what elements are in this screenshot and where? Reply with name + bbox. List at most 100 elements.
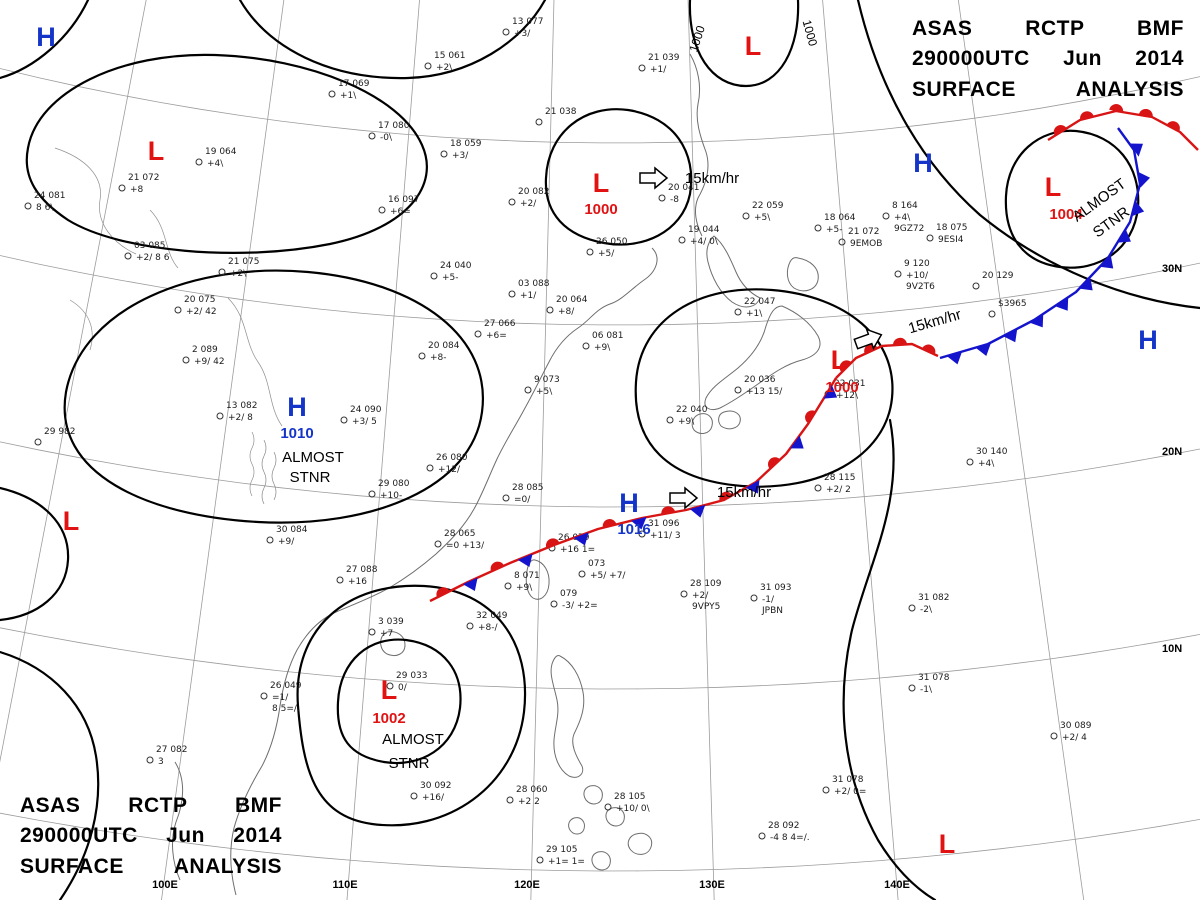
svg-text:20 129: 20 129: [982, 271, 1014, 281]
svg-text:17 080: 17 080: [378, 121, 410, 131]
svg-text:H: H: [36, 22, 56, 52]
svg-text:26 050: 26 050: [596, 237, 628, 247]
svg-text:30 140: 30 140: [976, 447, 1008, 457]
svg-text:120E: 120E: [514, 879, 540, 891]
svg-text:17 069: 17 069: [338, 79, 370, 89]
svg-text:13 082: 13 082: [226, 401, 258, 411]
svg-text:-4 8 4=/.: -4 8 4=/.: [770, 833, 810, 843]
svg-text:H: H: [287, 392, 307, 422]
svg-text:+12/: +12/: [438, 465, 461, 475]
svg-text:03 088: 03 088: [518, 279, 550, 289]
station-plots: 13 077 +3/15 061 +2\ 17 069 +1\ 21 039 +1/21 0…: [24, 17, 1092, 867]
svg-text:+5-: +5-: [442, 273, 459, 283]
svg-text:+8: +8: [130, 185, 144, 195]
svg-text:32 049: 32 049: [476, 611, 508, 621]
svg-text:+9/: +9/: [278, 537, 295, 547]
svg-text:+10/ 0\: +10/ 0\: [616, 804, 651, 814]
svg-text:31 096: 31 096: [648, 519, 680, 529]
svg-text:L: L: [148, 136, 165, 166]
svg-text:31 082: 31 082: [918, 593, 950, 603]
svg-text:L: L: [381, 675, 398, 705]
svg-text:+6=: +6=: [486, 331, 507, 341]
svg-text:19 064: 19 064: [205, 147, 237, 157]
svg-text:18 075: 18 075: [936, 223, 968, 233]
svg-text:20 036: 20 036: [744, 375, 776, 385]
svg-text:15km/hr: 15km/hr: [906, 306, 963, 337]
svg-text:30 089: 30 089: [1060, 721, 1092, 731]
svg-text:20N: 20N: [1162, 446, 1182, 458]
svg-text:+2\: +2\: [230, 269, 247, 279]
svg-text:28 109: 28 109: [690, 579, 722, 589]
svg-text:$3965: $3965: [998, 299, 1027, 309]
svg-text:20 075: 20 075: [184, 295, 216, 305]
svg-text:+1\: +1\: [746, 309, 763, 319]
svg-text:+1\: +1\: [340, 91, 357, 101]
svg-text:29 033: 29 033: [396, 671, 428, 681]
svg-text:+5-: +5-: [826, 225, 843, 235]
svg-text:+1= 1=: +1= 1=: [548, 857, 585, 867]
svg-text:=1/: =1/: [272, 693, 289, 703]
svg-text:+16/: +16/: [422, 793, 445, 803]
product-type: SURFACE ANALYSIS: [20, 854, 282, 878]
svg-text:+2/ 8 6: +2/ 8 6: [136, 253, 170, 263]
svg-text:29 080: 29 080: [378, 479, 410, 489]
svg-text:+3/: +3/: [514, 29, 531, 39]
weather-fronts: [429, 104, 1199, 603]
svg-text:21 039: 21 039: [648, 53, 680, 63]
svg-text:ALMOST: ALMOST: [282, 449, 344, 466]
svg-text:+5/ +7/: +5/ +7/: [590, 571, 626, 581]
svg-text:+3/ 5: +3/ 5: [352, 417, 377, 427]
svg-text:3: 3: [158, 757, 164, 767]
svg-text:15km/hr: 15km/hr: [717, 484, 771, 501]
svg-text:9EMOB: 9EMOB: [850, 239, 882, 249]
svg-text:30 092: 30 092: [420, 781, 452, 791]
svg-text:24 040: 24 040: [440, 261, 472, 271]
svg-text:27 088: 27 088: [346, 565, 378, 575]
product-datetime: 290000UTC Jun 2014: [912, 47, 1184, 71]
svg-text:JPBN: JPBN: [761, 606, 783, 616]
svg-text:+9\: +9\: [594, 343, 611, 353]
svg-text:+7: +7: [380, 629, 393, 639]
svg-text:H: H: [1138, 325, 1158, 355]
svg-text:1000: 1000: [825, 379, 858, 396]
svg-text:15 061: 15 061: [434, 51, 466, 61]
svg-text:3 039: 3 039: [378, 617, 404, 627]
svg-text:27 066: 27 066: [484, 319, 516, 329]
svg-text:+2/ 42: +2/ 42: [186, 307, 217, 317]
svg-text:+9\: +9\: [678, 417, 695, 427]
svg-text:31 078: 31 078: [918, 673, 950, 683]
svg-text:+16: +16: [348, 577, 367, 587]
svg-text:079: 079: [560, 589, 577, 599]
svg-text:30N: 30N: [1162, 263, 1182, 275]
svg-text:+8-: +8-: [430, 353, 447, 363]
svg-text:+4\: +4\: [894, 213, 911, 223]
svg-text:L: L: [593, 168, 610, 198]
svg-text:1004: 1004: [1049, 206, 1083, 223]
svg-text:073: 073: [588, 559, 605, 569]
svg-text:+2 2: +2 2: [518, 797, 540, 807]
svg-text:28 092: 28 092: [768, 821, 800, 831]
product-name: ASAS RCTP BMF: [912, 17, 1184, 40]
svg-text:+16 1=: +16 1=: [560, 545, 595, 555]
svg-text:21 072: 21 072: [128, 173, 160, 183]
svg-text:18 064: 18 064: [824, 213, 856, 223]
svg-text:9VPY5: 9VPY5: [692, 602, 720, 612]
svg-text:22 031: 22 031: [834, 379, 866, 389]
svg-text:29 982: 29 982: [44, 427, 76, 437]
svg-text:+2/: +2/: [692, 591, 709, 601]
svg-text:+9\: +9\: [516, 583, 533, 593]
svg-text:15km/hr: 15km/hr: [685, 170, 739, 187]
svg-text:+1/: +1/: [520, 291, 537, 301]
svg-text:+4\: +4\: [978, 459, 995, 469]
svg-text:28 115: 28 115: [824, 473, 856, 483]
svg-text:+10/: +10/: [906, 271, 929, 281]
svg-text:19 044: 19 044: [688, 225, 720, 235]
svg-text:=0 +13/: =0 +13/: [446, 541, 485, 551]
svg-text:L: L: [745, 31, 762, 61]
svg-text:8 5=/.: 8 5=/.: [272, 704, 300, 714]
svg-text:+13 15/: +13 15/: [746, 387, 783, 397]
svg-text:21 038: 21 038: [545, 107, 577, 117]
svg-text:+5/: +5/: [598, 249, 615, 259]
svg-text:03 085: 03 085: [134, 241, 166, 251]
